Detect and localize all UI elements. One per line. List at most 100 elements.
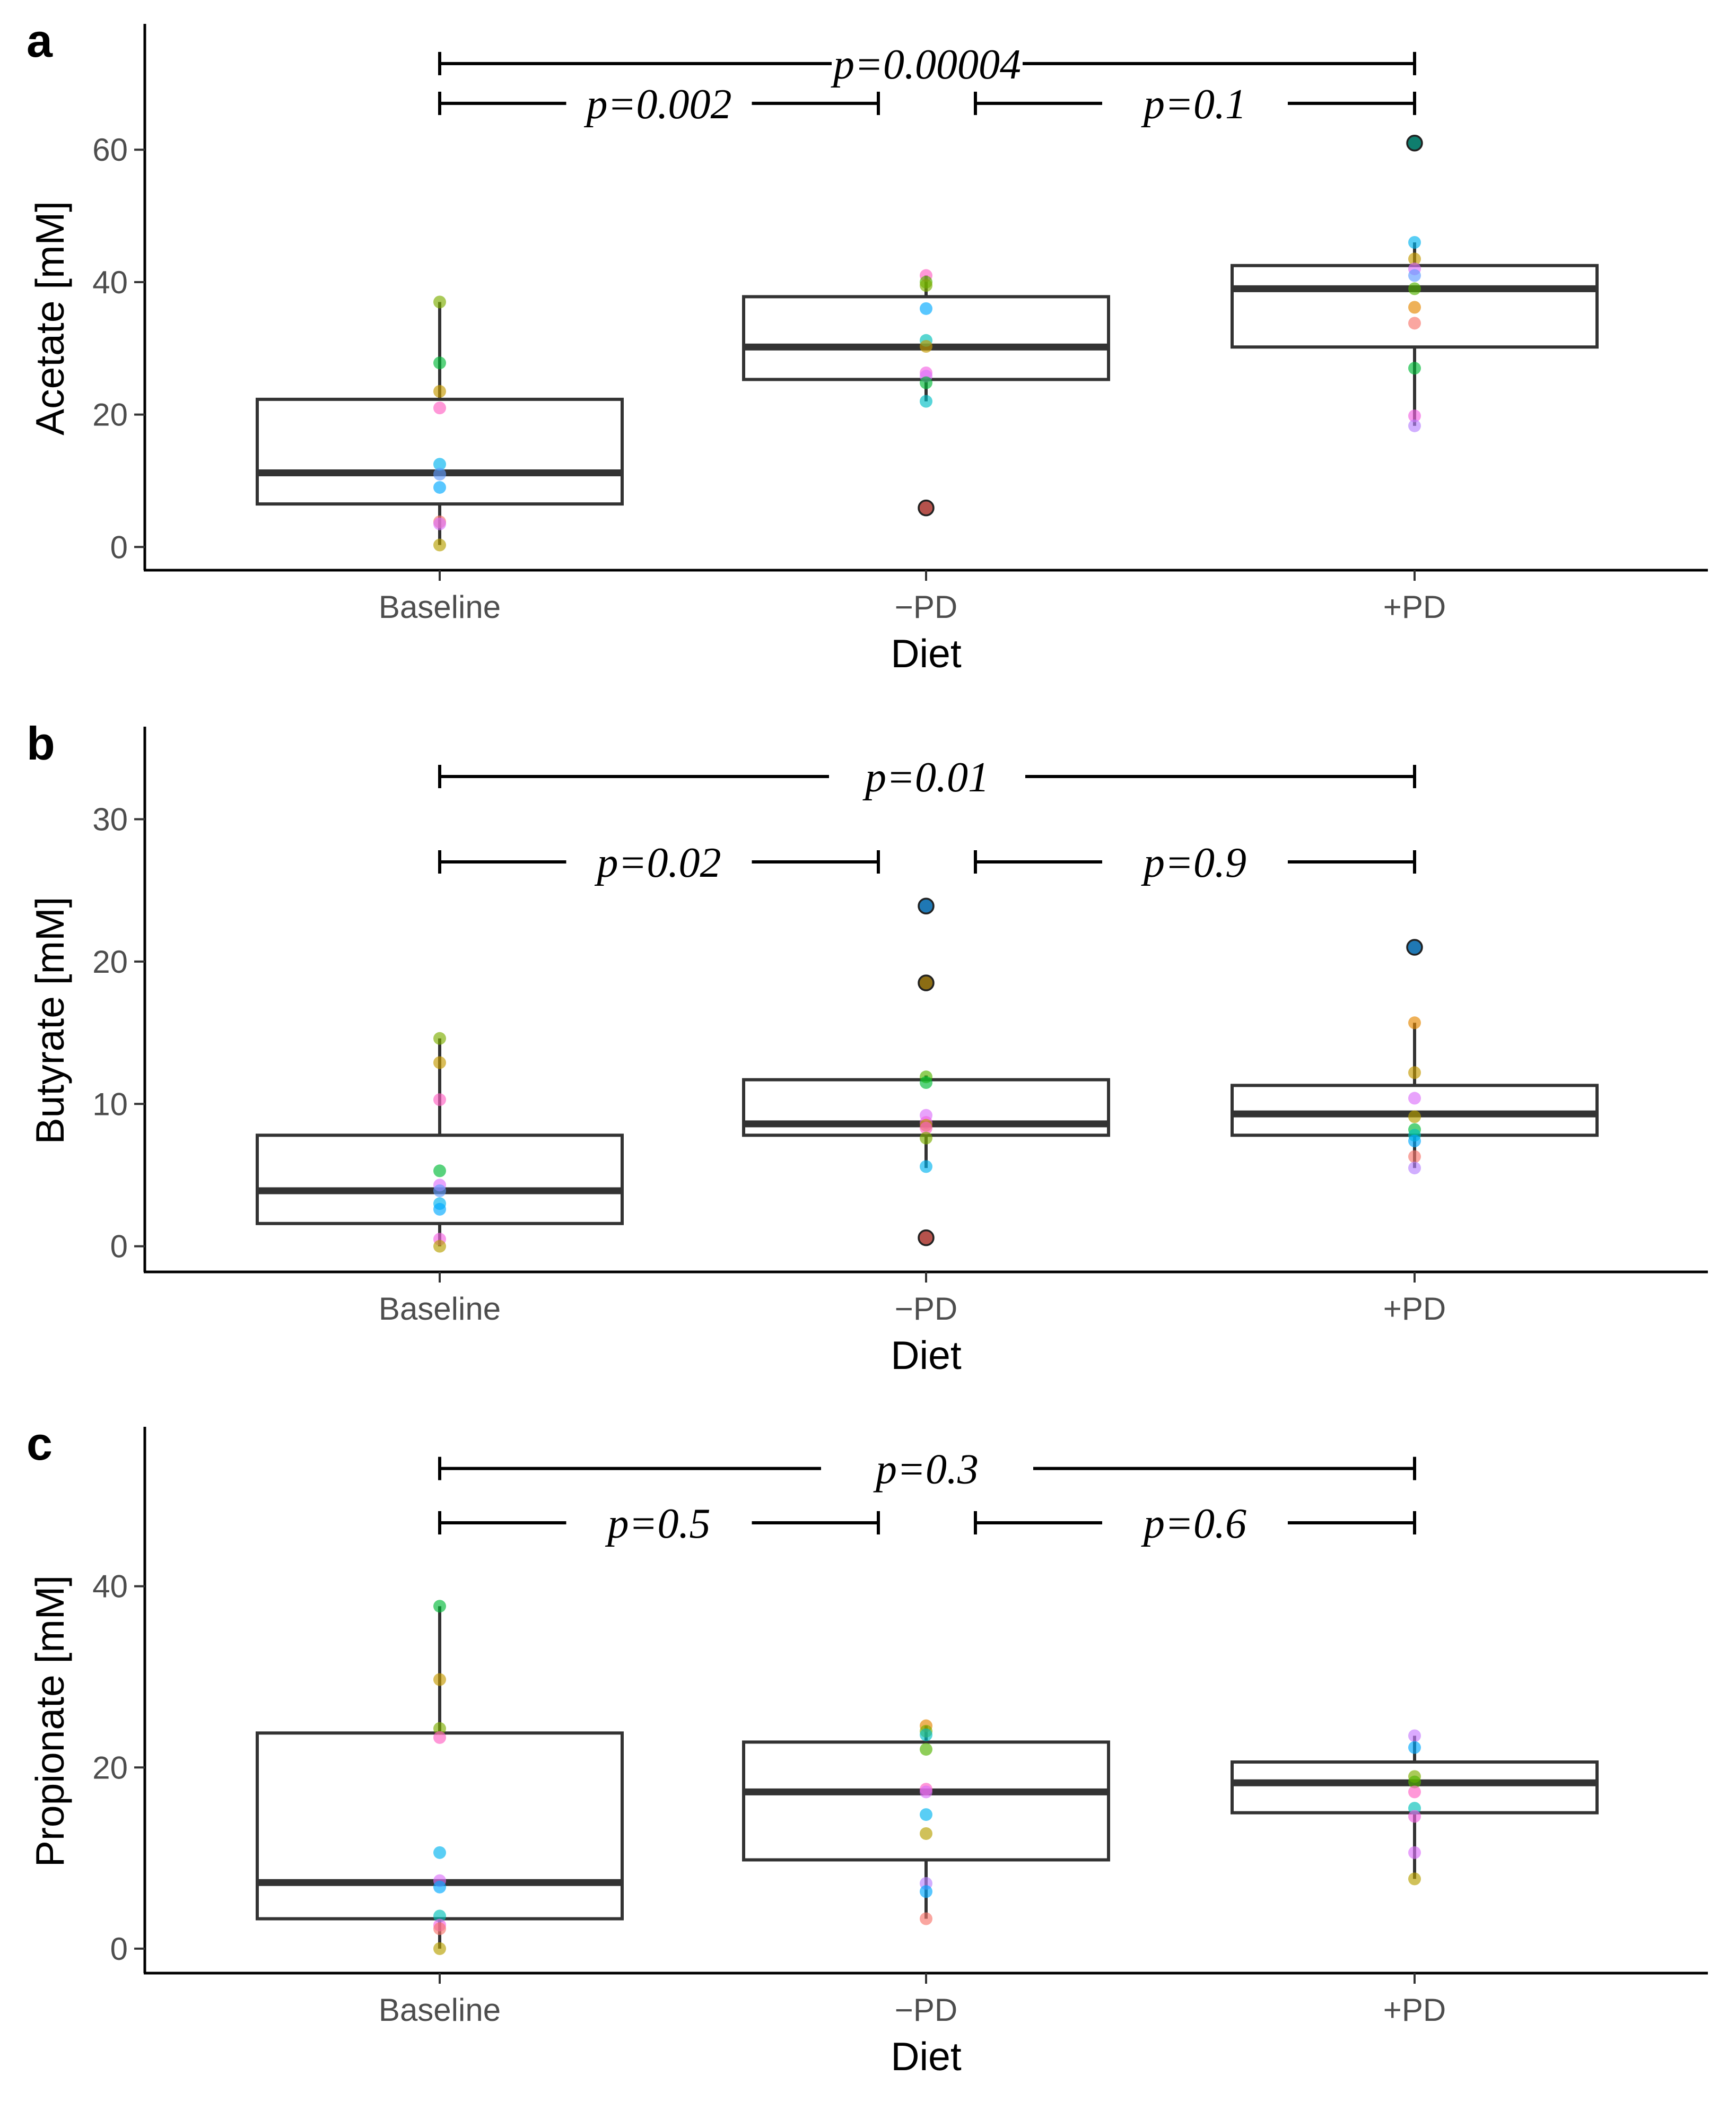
y-tick-label: 0 xyxy=(110,1931,128,1967)
box-0 xyxy=(256,302,624,545)
comparison-bracket: p=0.9 xyxy=(974,838,1416,886)
data-point xyxy=(920,1808,932,1821)
data-point xyxy=(1408,1135,1421,1148)
data-point xyxy=(920,1131,932,1145)
data-point xyxy=(1408,1110,1421,1123)
data-point xyxy=(1408,1162,1421,1175)
y-axis-title: Acetate [mM] xyxy=(28,201,72,435)
y-axis-title: Butyrate [mM] xyxy=(28,897,72,1145)
y-tick-label: 20 xyxy=(92,397,128,433)
data-point xyxy=(433,295,446,309)
data-point xyxy=(1408,1741,1421,1754)
data-point xyxy=(920,1785,932,1799)
data-point xyxy=(1408,409,1421,423)
comparison-bracket: p=0.02 xyxy=(438,838,880,886)
p-value-label: p=0.1 xyxy=(1141,81,1246,128)
data-point xyxy=(433,385,446,398)
label-gap xyxy=(1102,79,1288,127)
y-tick-label: 0 xyxy=(110,1229,128,1264)
y-tick-label: 20 xyxy=(92,944,128,980)
comparison-bracket: p=0.6 xyxy=(974,1499,1416,1547)
data-point xyxy=(433,1731,446,1744)
data-point xyxy=(920,1885,932,1898)
data-point xyxy=(1408,1846,1421,1859)
box-0 xyxy=(256,1606,624,1949)
p-value-label: p=0.02 xyxy=(595,840,721,886)
data-point xyxy=(1408,1150,1421,1163)
comparison-bracket: p=0.3 xyxy=(438,1444,1416,1493)
data-point xyxy=(920,395,932,408)
data-point xyxy=(1408,1810,1421,1823)
comparison-bracket: p=0.1 xyxy=(974,79,1416,128)
panel-b: b 0 10 20 30 Baseline −PD +PD Diet Butyrate [mM] p… xyxy=(27,717,1708,1377)
data-point xyxy=(433,1846,446,1859)
data-point xyxy=(433,1184,446,1198)
data-point xyxy=(920,1912,932,1925)
label-gap xyxy=(829,752,1025,800)
data-point xyxy=(1408,1729,1421,1742)
panel-letter: a xyxy=(27,14,53,67)
data-point xyxy=(920,1121,932,1135)
outlier-point xyxy=(918,974,935,991)
iqr-box xyxy=(256,397,624,506)
comparison-bracket: p=0.5 xyxy=(438,1499,880,1547)
x-axis-title: Diet xyxy=(891,1333,962,1377)
x-axis-title: Diet xyxy=(891,2034,962,2079)
data-point xyxy=(1408,317,1421,330)
label-gap xyxy=(566,1499,752,1547)
data-point xyxy=(433,517,446,530)
y-tick-label: 40 xyxy=(92,265,128,300)
x-tick-label: −PD xyxy=(895,589,957,625)
outlier-point xyxy=(918,1229,935,1246)
y-tick-label: 10 xyxy=(92,1086,128,1122)
iqr-box xyxy=(256,1133,624,1225)
data-point xyxy=(1408,301,1421,314)
x-tick-label: Baseline xyxy=(379,589,501,625)
label-gap xyxy=(1102,1499,1288,1547)
label-gap xyxy=(566,838,752,886)
data-point xyxy=(433,1722,446,1735)
data-point xyxy=(433,1032,446,1045)
data-point xyxy=(433,1600,446,1613)
label-gap xyxy=(1102,838,1288,886)
data-point xyxy=(1408,1016,1421,1030)
label-gap xyxy=(832,39,1023,88)
comparison-bracket: p=0.002 xyxy=(438,79,880,128)
data-point xyxy=(1408,1785,1421,1799)
p-value-label: p=0.6 xyxy=(1141,1501,1246,1547)
data-point xyxy=(1408,282,1421,295)
x-tick-label: Baseline xyxy=(379,1992,501,2028)
data-point xyxy=(433,1909,446,1923)
data-point xyxy=(1408,362,1421,375)
data-point xyxy=(920,1743,932,1756)
data-point xyxy=(1408,236,1421,249)
p-value-label: p=0.00004 xyxy=(831,41,1021,88)
data-point xyxy=(920,1827,932,1840)
p-value-label: p=0.01 xyxy=(862,754,989,801)
data-point xyxy=(433,1202,446,1216)
data-point xyxy=(920,1076,932,1089)
y-tick-label: 30 xyxy=(92,801,128,837)
label-gap xyxy=(821,1444,1033,1493)
data-point xyxy=(433,1093,446,1106)
data-point xyxy=(433,1240,446,1253)
outlier-point xyxy=(1406,939,1423,956)
data-point xyxy=(920,376,932,389)
p-value-label: p=0.3 xyxy=(873,1446,979,1493)
y-axis-title: Propionate [mM] xyxy=(28,1575,72,1867)
outlier-point xyxy=(918,897,935,914)
data-point xyxy=(1408,1092,1421,1105)
data-point xyxy=(1408,269,1421,282)
y-tick-label: 40 xyxy=(92,1569,128,1604)
panel-letter: b xyxy=(27,717,55,770)
outlier-point xyxy=(1406,134,1423,152)
x-tick-label: +PD xyxy=(1383,589,1446,625)
data-point xyxy=(433,1056,446,1069)
data-point xyxy=(433,458,446,471)
p-value-label: p=0.9 xyxy=(1141,840,1246,886)
data-point xyxy=(433,1673,446,1686)
y-tick-label: 20 xyxy=(92,1750,128,1785)
data-point xyxy=(1408,419,1421,432)
data-point xyxy=(920,340,932,353)
